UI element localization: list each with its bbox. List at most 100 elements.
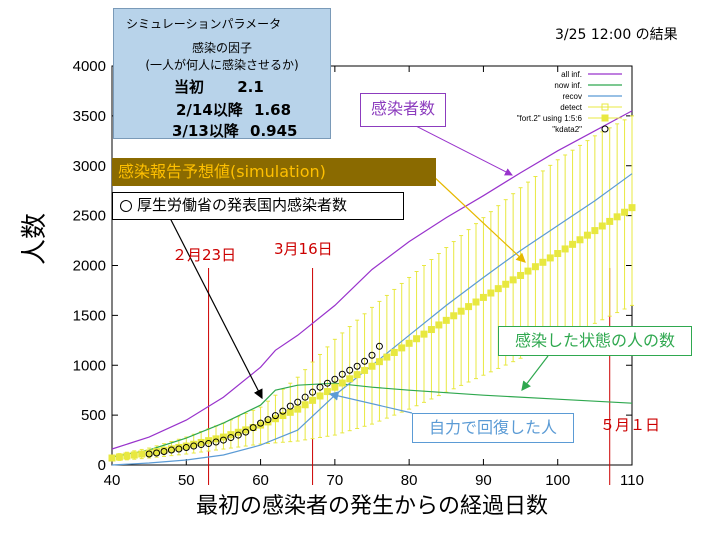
kdata-point xyxy=(338,370,346,378)
legend-swatch xyxy=(601,114,609,122)
detect-point xyxy=(569,240,577,248)
detect-point xyxy=(331,383,339,391)
param-value: 0.945 xyxy=(250,122,298,140)
kdata-point xyxy=(361,357,369,365)
detect-point xyxy=(606,217,614,225)
legend-label: "fort.2" using 1:5:6 xyxy=(517,114,583,123)
detect-point xyxy=(427,326,435,334)
x-tick-label: 100 xyxy=(545,472,570,489)
detect-point xyxy=(517,271,525,279)
kdata-point xyxy=(219,436,227,444)
y-tick-label: 1500 xyxy=(73,307,106,324)
detect-point xyxy=(108,454,116,462)
kdata-point xyxy=(264,416,272,424)
x-tick-label: 40 xyxy=(104,472,121,489)
detect-point xyxy=(465,303,473,311)
kdata-point xyxy=(160,448,168,456)
detect-point xyxy=(598,222,606,230)
kdata-point xyxy=(331,375,339,383)
kdata-point xyxy=(375,342,383,350)
detect-point xyxy=(264,418,272,426)
param-row-mar13: 3/13以降 0.945 xyxy=(172,120,297,141)
detect-point xyxy=(294,405,302,413)
detect-point xyxy=(442,316,450,324)
detect-point xyxy=(539,258,547,266)
params-factor-desc: (一人が何人に感染させるか) xyxy=(145,58,299,72)
kdata-point xyxy=(167,446,175,454)
annotation-mhlw-text: 厚生労働省の発表国内感染者数 xyxy=(137,196,348,214)
detect-point xyxy=(531,263,539,271)
series-line-allinf xyxy=(111,110,633,450)
detect-point xyxy=(576,236,584,244)
detect-point xyxy=(390,348,398,356)
kdata-point xyxy=(182,444,190,452)
detect-point xyxy=(338,379,346,387)
legend-swatch xyxy=(601,103,609,111)
detect-point xyxy=(479,293,487,301)
kdata-point xyxy=(368,351,376,359)
y-tick-label: 3500 xyxy=(73,108,106,125)
detect-point xyxy=(591,227,599,235)
kdata-point xyxy=(294,398,302,406)
detect-point xyxy=(502,280,510,288)
date-marker-label: ５月１日 xyxy=(600,416,661,434)
kdata-point xyxy=(234,431,242,439)
param-value: 1.68 xyxy=(254,101,292,119)
kdata-point xyxy=(145,450,153,458)
annotation-infected-total: 感染者数 xyxy=(360,93,446,127)
detect-point xyxy=(628,204,636,212)
x-tick-label: 50 xyxy=(178,472,195,489)
annotation-mhlw: 厚生労働省の発表国内感染者数 xyxy=(112,192,404,220)
detect-point xyxy=(561,245,569,253)
series-line-nowinf xyxy=(111,382,633,458)
detect-point xyxy=(487,289,495,297)
kdata-point xyxy=(175,445,183,453)
detect-point xyxy=(375,358,383,366)
detect-point xyxy=(323,388,331,396)
detect-point xyxy=(405,339,413,347)
detect-point xyxy=(242,426,250,434)
detect-point xyxy=(197,438,205,446)
kdata-point xyxy=(205,440,213,448)
kdata-point xyxy=(242,428,250,436)
param-label: 2/14以降 xyxy=(176,101,243,119)
kdata-point xyxy=(227,434,235,442)
detect-point xyxy=(546,254,554,262)
y-tick-label: 3000 xyxy=(73,158,106,175)
x-tick-label: 70 xyxy=(327,472,344,489)
y-tick-label: 500 xyxy=(81,407,106,424)
annotation-arrow-infected-total xyxy=(411,123,513,176)
detect-point xyxy=(435,321,443,329)
detect-point xyxy=(138,450,146,458)
x-tick-label: 80 xyxy=(401,472,418,489)
detect-point xyxy=(583,231,591,239)
detect-point xyxy=(450,312,458,320)
detect-point xyxy=(123,452,131,460)
detect-point xyxy=(383,353,391,361)
y-tick-label: 2000 xyxy=(73,258,106,275)
x-tick-label: 110 xyxy=(620,472,644,489)
kdata-point xyxy=(346,366,354,374)
kdata-point xyxy=(190,442,198,450)
detect-point xyxy=(420,330,428,338)
kdata-point xyxy=(212,438,220,446)
detect-point xyxy=(494,285,502,293)
legend-label: detect xyxy=(560,103,583,112)
detect-point xyxy=(413,335,421,343)
detect-point xyxy=(457,307,465,315)
kdata-point xyxy=(197,441,205,449)
annotation-recovered: 自力で回復した人 xyxy=(412,413,574,443)
y-tick-label: 0 xyxy=(98,457,106,474)
annotation-arrow-mhlw xyxy=(169,217,263,400)
kdata-point xyxy=(153,449,161,457)
kdata-point xyxy=(249,424,257,432)
kdata-marker-icon xyxy=(120,200,132,212)
detect-point xyxy=(509,276,517,284)
params-header: シミュレーションパラメータ xyxy=(126,17,282,31)
detect-point xyxy=(361,366,369,374)
detect-point xyxy=(621,208,629,216)
date-marker-label: 3月16日 xyxy=(274,240,333,258)
x-tick-label: 90 xyxy=(475,472,492,489)
kdata-point xyxy=(271,412,279,420)
